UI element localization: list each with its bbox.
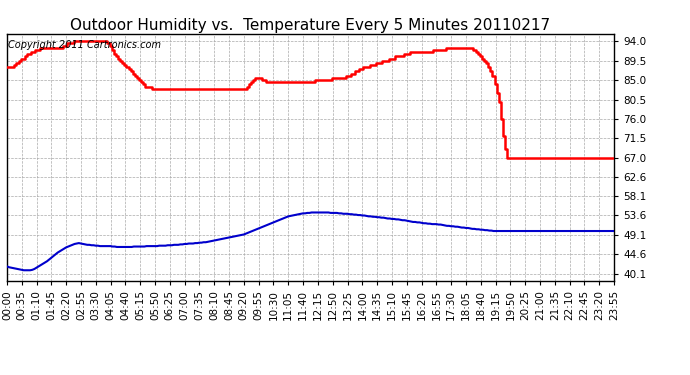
Text: Copyright 2011 Cartronics.com: Copyright 2011 Cartronics.com (8, 40, 161, 50)
Title: Outdoor Humidity vs.  Temperature Every 5 Minutes 20110217: Outdoor Humidity vs. Temperature Every 5… (70, 18, 551, 33)
